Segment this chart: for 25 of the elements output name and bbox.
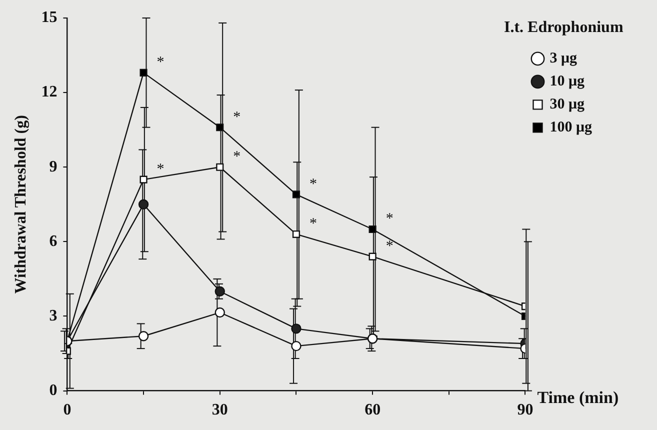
x-axis-title: Time (min) [537, 388, 619, 408]
x-tick-label: 60 [364, 402, 381, 419]
annotation: * [309, 176, 317, 192]
legend-label: 10 μg [550, 74, 585, 90]
legend-title: I.t. Edrophonium [504, 19, 624, 36]
x-tick-label: 90 [517, 402, 534, 419]
annotation: * [386, 211, 394, 228]
annotation: * [233, 109, 241, 126]
y-tick-label: 12 [41, 84, 58, 101]
annotation: * [156, 54, 164, 71]
annotation: * [309, 216, 317, 232]
y-tick-label: 0 [49, 382, 58, 399]
x-tick-label: 30 [212, 402, 228, 419]
y-axis-title: Withdrawal Threshold (g) [12, 115, 30, 294]
legend-label: 100 μg [550, 120, 592, 136]
annotation: * [233, 149, 241, 166]
annotation: * [156, 161, 164, 178]
x-tick-label: 0 [63, 402, 72, 419]
y-tick-label: 3 [49, 307, 58, 324]
y-tick-label: 6 [49, 232, 58, 250]
y-tick-label: 15 [41, 9, 58, 26]
annotation: * [386, 238, 394, 255]
legend-label: 3 μg [550, 50, 578, 67]
legend-label: 30 μg [550, 96, 585, 113]
y-tick-label: 9 [49, 158, 58, 176]
